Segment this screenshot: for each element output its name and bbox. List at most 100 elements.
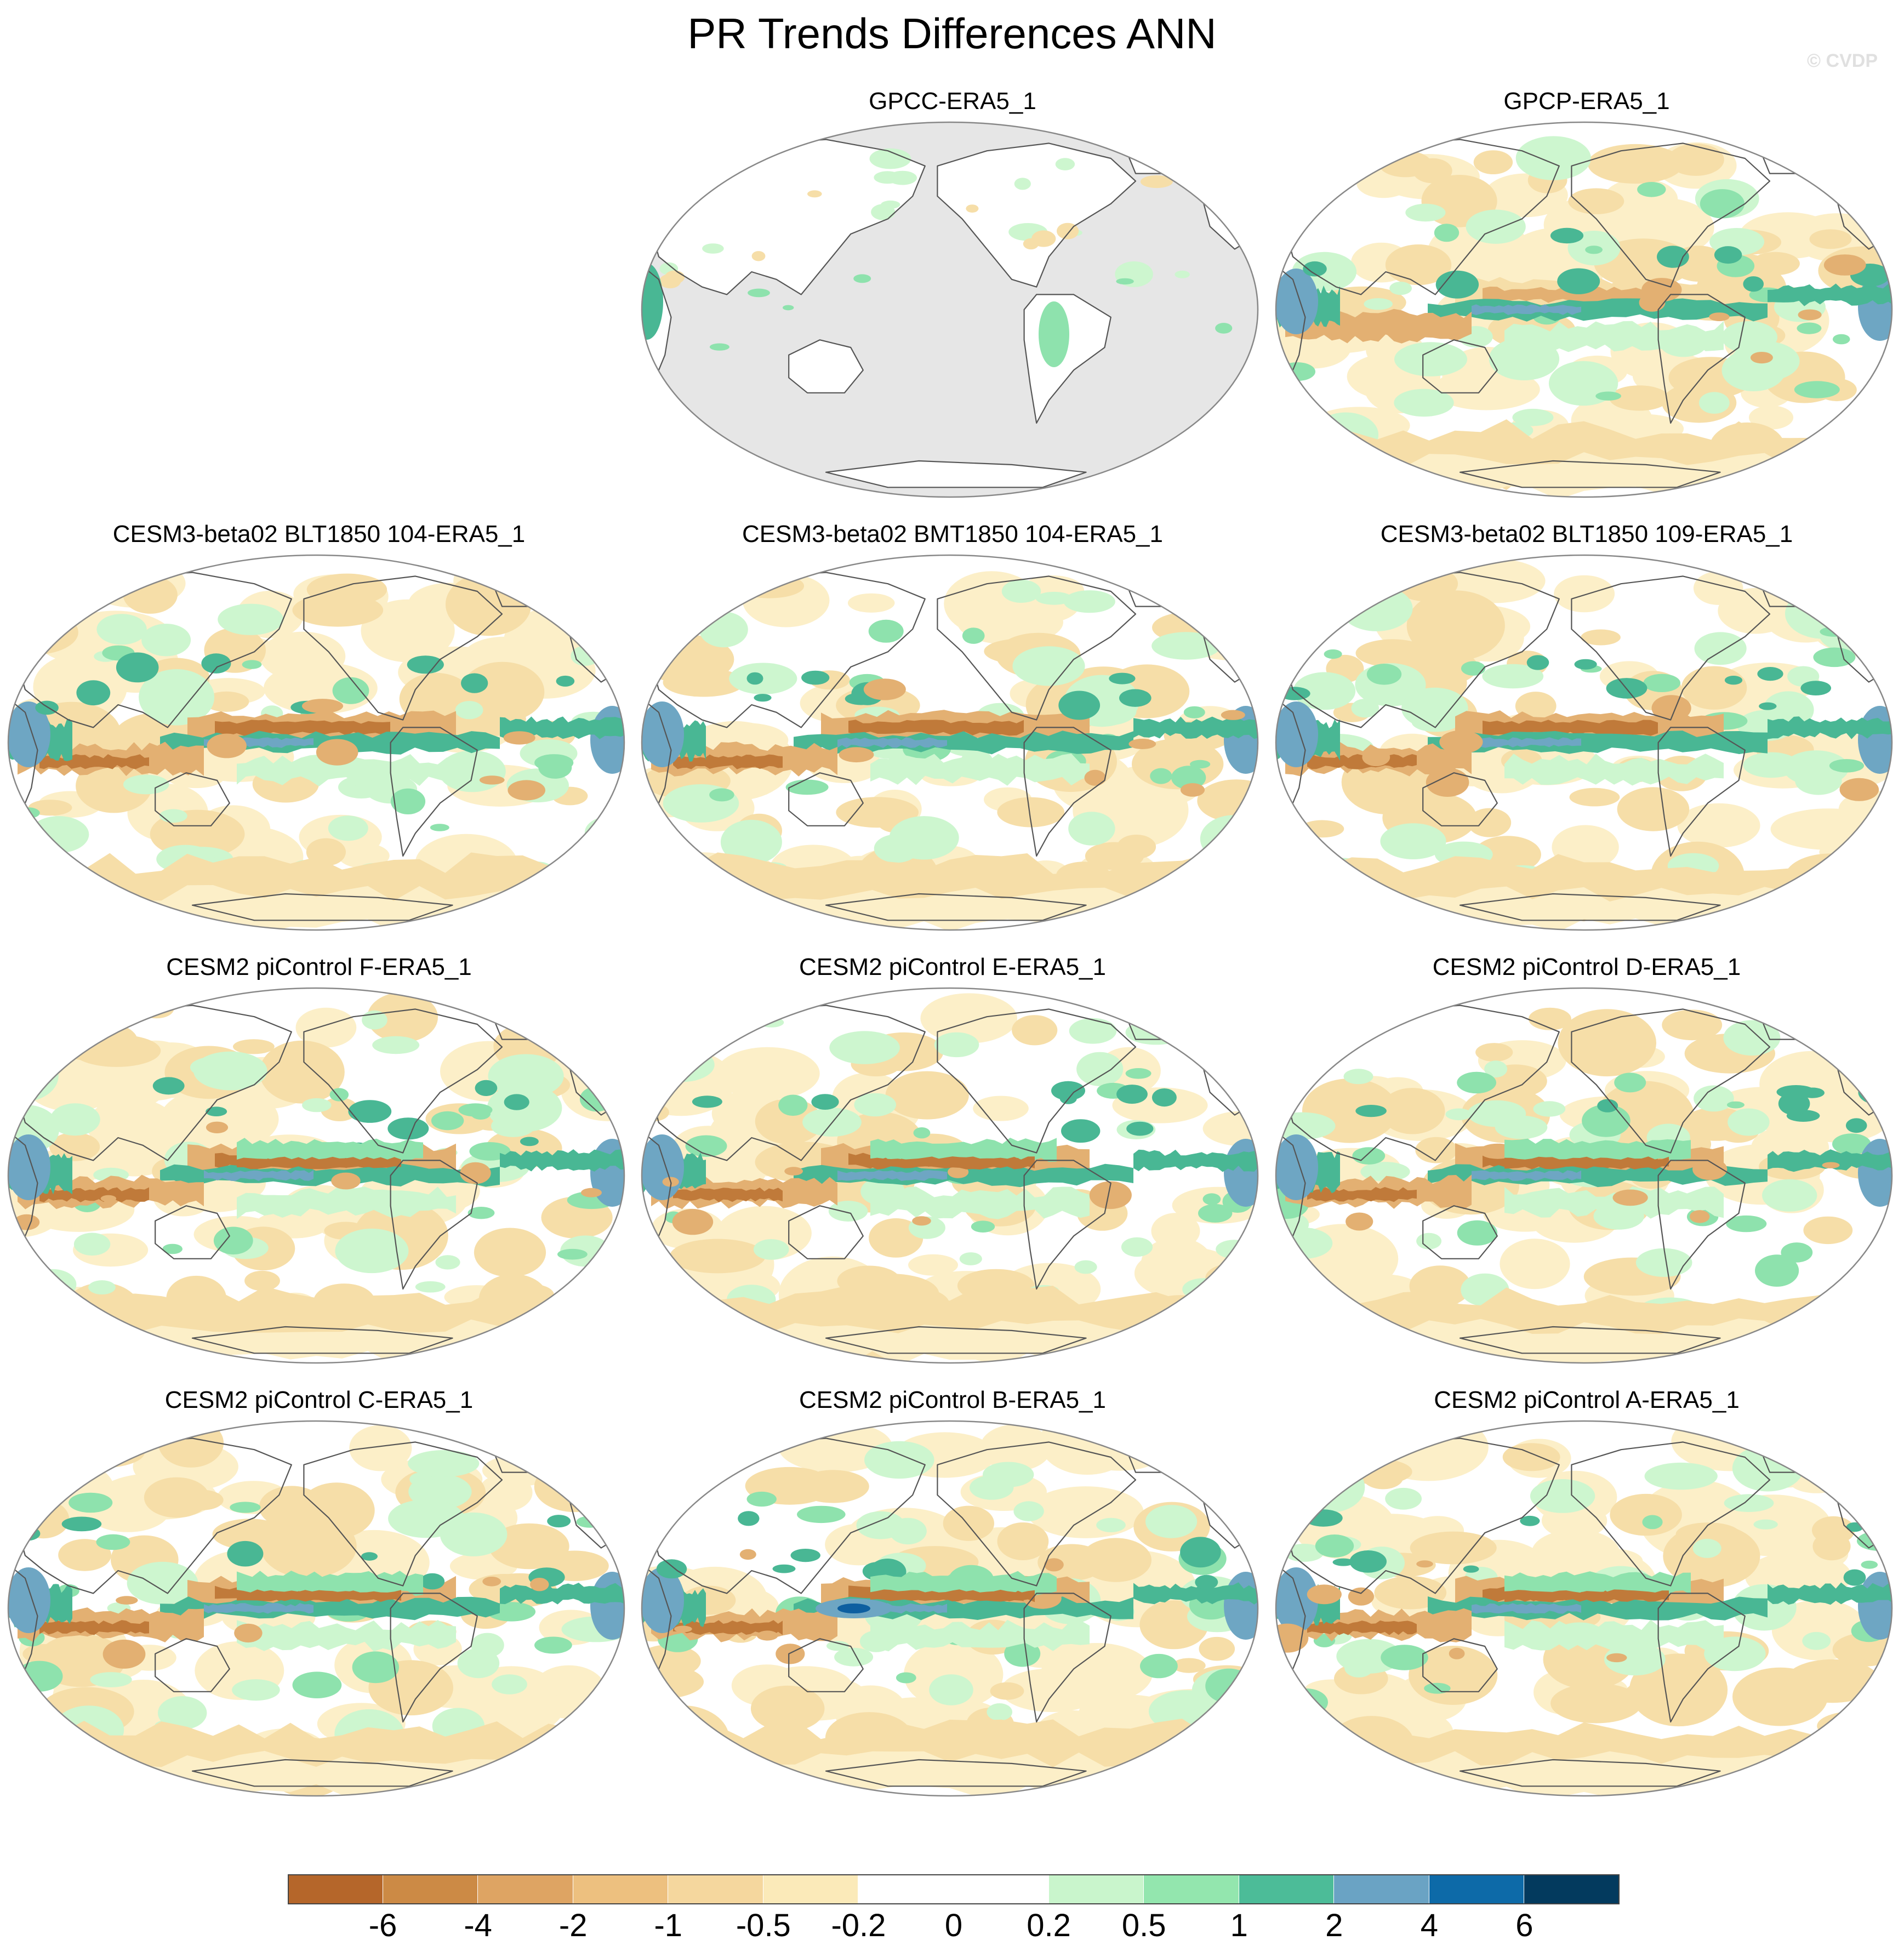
north-pacific-wet-band [237,1571,423,1597]
wet-anomaly [1467,1100,1526,1127]
map-frame [1275,554,1893,931]
dry-anomaly [59,1436,145,1468]
equatorial-wet-band [160,1596,500,1621]
wet-anomaly [292,1671,342,1698]
wet-anomaly [1813,647,1856,667]
wet-anomaly [1180,1537,1221,1568]
coastline-samerica [1023,727,1111,857]
wet-anomaly [1151,632,1221,660]
wet-anomaly [1001,579,1041,603]
dry-anomaly [331,1172,361,1190]
wet-anomaly [1820,626,1849,637]
map-panel: CESM3-beta02 BMT1850 104-ERA5_1 [640,521,1265,937]
map-panel: CESM2 piControl D-ERA5_1 [1274,954,1899,1370]
dry-anomaly [530,1578,549,1591]
wet-anomaly [1304,1509,1343,1527]
wet-anomaly [828,1201,868,1222]
map-field [8,555,624,930]
wet-anomaly [1461,661,1486,676]
dry-anomaly [1012,1015,1058,1046]
itcz-dry-core [237,1589,401,1602]
wet-anomaly [1109,672,1136,684]
wet-anomaly [1723,1020,1781,1056]
atlantic-wet-band [1133,1582,1258,1605]
dry-anomaly [1832,840,1892,867]
wet-anomaly [348,1100,392,1123]
wet-anomaly [1635,1248,1692,1277]
dry-anomaly [776,1644,805,1664]
equatorial-wet-band [1428,1163,1768,1188]
dry-anomaly [1276,1318,1357,1353]
wet-anomaly [1714,246,1742,264]
colorbar-box [1429,1874,1525,1904]
dry-anomaly [76,758,152,813]
dry-anomaly [1568,188,1624,214]
dry-anomaly [1500,1239,1570,1290]
wet-anomaly [896,1672,916,1684]
map-frame [1275,121,1893,498]
robinson-map [7,987,625,1364]
dry-anomaly [573,1432,624,1468]
wet-anomaly [563,1731,591,1750]
dry-anomaly [1785,1659,1880,1703]
wet-anomaly [534,1636,572,1654]
map-panel: CESM2 piControl A-ERA5_1 [1274,1387,1899,1803]
panel-title: CESM3-beta02 BLT1850 109-ERA5_1 [1380,521,1793,547]
coastline-antarctica [1459,460,1721,488]
wet-anomaly [116,652,159,683]
colorbar-tick-label: 1 [1230,1908,1248,1943]
dry-anomaly [1276,448,1362,481]
dry-anomaly [1362,748,1390,767]
dry-anomaly [159,1614,186,1634]
wet-anomaly [1324,649,1342,659]
equatorial-wet-core [204,1170,313,1181]
dry-anomaly [1288,1040,1344,1063]
dry-anomaly [1558,1009,1656,1077]
wet-anomaly [1798,572,1866,619]
dry-anomaly [1468,808,1512,837]
wet-anomaly [720,819,782,865]
wet-anomaly [856,1511,905,1539]
dry-anomaly [1300,820,1344,838]
dry-anomaly [1840,1014,1892,1046]
wet-anomaly [430,824,449,831]
dry-anomaly [1124,1336,1158,1356]
panel-title: CESM3-beta02 BLT1850 104-ERA5_1 [112,521,526,547]
wet-anomaly [1794,381,1840,398]
south-indian-dry-core [39,1620,149,1635]
equatorial-wet-core [1472,737,1581,748]
wet-anomaly [913,1127,931,1139]
dry-anomaly [1812,1516,1855,1544]
colorbar-box [1048,1874,1144,1904]
atlantic-wet-band [1133,716,1258,739]
wet-anomaly [1755,1254,1799,1287]
wet-anomaly [692,1096,722,1108]
coastline-namerica [303,1008,503,1154]
land-australia [789,340,863,393]
coastline-australia [788,339,864,393]
colorbar-box [1144,1874,1239,1904]
wet-anomaly [1851,1487,1892,1513]
wet-anomaly [1405,203,1446,222]
map-frame [641,554,1259,931]
dry-anomaly [9,608,54,628]
wet-anomaly [1315,1534,1354,1557]
wet-anomaly [1557,268,1600,294]
dry-anomaly [100,1195,117,1202]
dry-anomaly [206,1121,229,1133]
wet-anomaly [468,1207,495,1219]
land-antarctica [826,461,1086,488]
colorbar-tick-label: -1 [654,1908,683,1943]
coastline-namerica [937,1008,1137,1154]
wet-anomaly [387,1117,429,1140]
wet-anomaly [1776,1085,1816,1099]
wet-anomaly [435,1255,460,1270]
dry-anomaly [943,1505,994,1541]
wet-anomaly [738,1511,760,1526]
southern-dry-belt [1276,1318,1892,1363]
dry-anomaly [966,204,979,213]
map-panel: CESM3-beta02 BLT1850 104-ERA5_1 [7,521,631,937]
wet-anomaly [1055,158,1075,170]
wet-anomaly [457,1648,500,1679]
wet-anomaly [1797,322,1822,334]
